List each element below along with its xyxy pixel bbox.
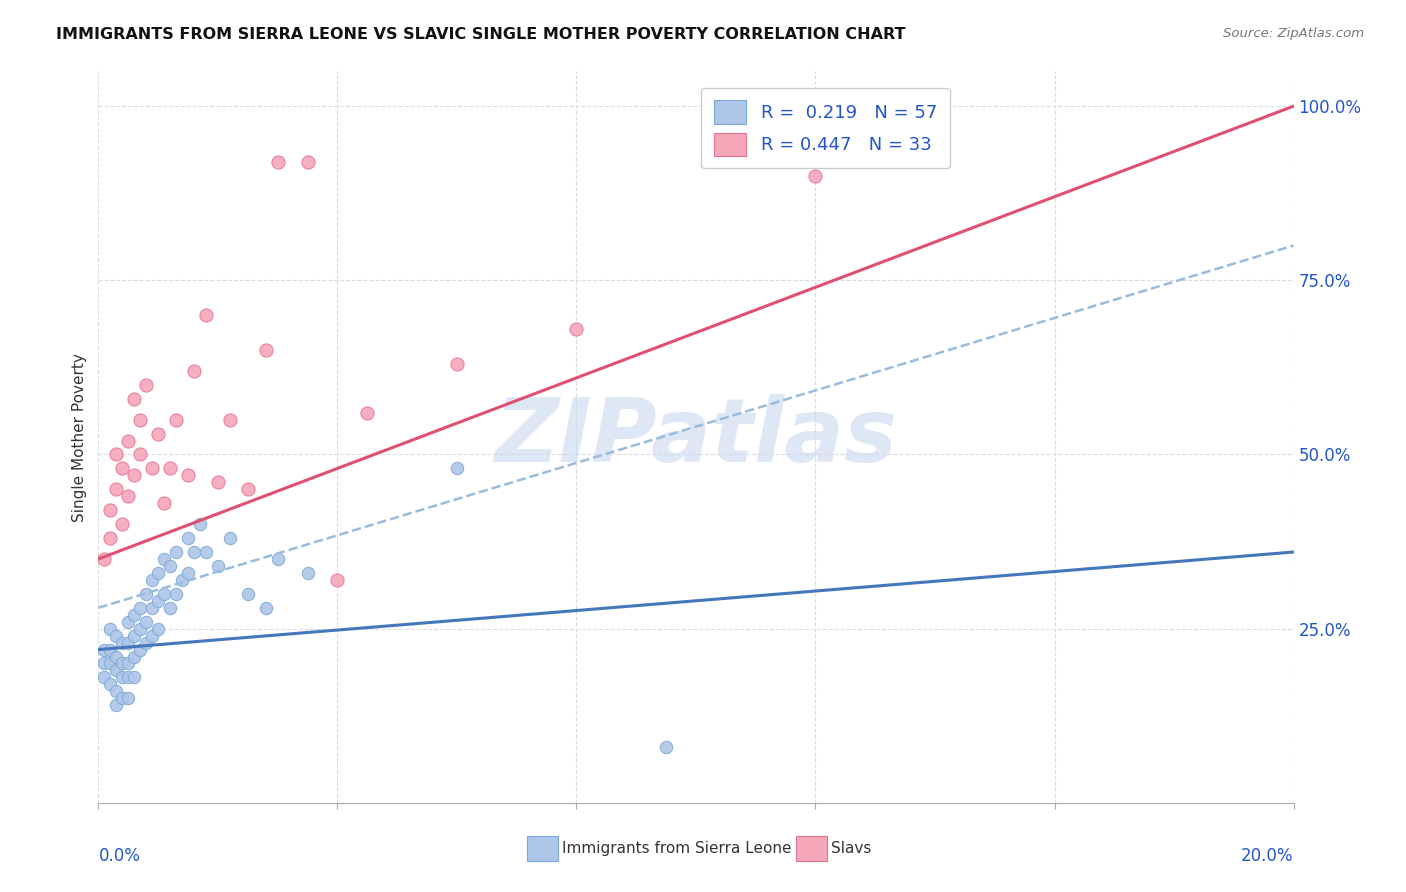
Point <box>148 426 170 441</box>
Point <box>177 566 200 580</box>
Point <box>117 615 139 629</box>
Point <box>446 461 468 475</box>
Point <box>117 691 139 706</box>
Point <box>188 517 211 532</box>
Point <box>183 545 205 559</box>
Point <box>195 545 218 559</box>
Point <box>297 566 319 580</box>
Point <box>111 670 134 684</box>
Text: Slavs: Slavs <box>831 841 872 855</box>
Point <box>326 573 349 587</box>
Point <box>153 552 176 566</box>
Point <box>98 622 122 636</box>
Point <box>804 169 827 183</box>
Point <box>165 587 187 601</box>
Text: Immigrants from Sierra Leone: Immigrants from Sierra Leone <box>562 841 792 855</box>
Point <box>129 448 152 462</box>
Point <box>141 461 163 475</box>
Point <box>98 503 122 517</box>
Point <box>135 615 157 629</box>
Point <box>111 517 134 532</box>
Point <box>105 649 128 664</box>
Point <box>236 483 259 497</box>
Point <box>159 558 181 573</box>
Point <box>129 642 152 657</box>
Point <box>655 740 678 755</box>
Point <box>135 635 157 649</box>
Point <box>105 698 128 713</box>
Point <box>195 308 218 322</box>
Point <box>117 635 139 649</box>
Point <box>183 364 205 378</box>
Point <box>159 600 181 615</box>
Point <box>117 489 139 503</box>
Point <box>153 496 176 510</box>
Text: IMMIGRANTS FROM SIERRA LEONE VS SLAVIC SINGLE MOTHER POVERTY CORRELATION CHART: IMMIGRANTS FROM SIERRA LEONE VS SLAVIC S… <box>56 27 905 42</box>
Point <box>207 558 229 573</box>
Point <box>254 343 277 357</box>
Text: 0.0%: 0.0% <box>98 847 141 864</box>
Point <box>117 670 139 684</box>
Point <box>98 677 122 691</box>
Point <box>267 155 290 169</box>
Point <box>98 531 122 545</box>
Point <box>254 600 277 615</box>
Point <box>148 594 170 608</box>
Point <box>153 587 176 601</box>
Point <box>111 461 134 475</box>
Point <box>297 155 319 169</box>
Point <box>165 545 187 559</box>
Point <box>111 691 134 706</box>
Point <box>93 657 115 671</box>
Point <box>135 377 157 392</box>
Point <box>148 622 170 636</box>
Point <box>105 483 128 497</box>
Y-axis label: Single Mother Poverty: Single Mother Poverty <box>72 352 87 522</box>
Point <box>129 412 152 426</box>
Point <box>124 468 146 483</box>
Point <box>159 461 181 475</box>
Point <box>98 657 122 671</box>
Point <box>124 607 146 622</box>
Point <box>177 468 200 483</box>
Point <box>177 531 200 545</box>
Point <box>111 635 134 649</box>
Text: ZIPatlas: ZIPatlas <box>495 393 897 481</box>
Point <box>267 552 290 566</box>
Point <box>124 629 146 643</box>
Point <box>141 600 163 615</box>
Point <box>356 406 378 420</box>
Text: 20.0%: 20.0% <box>1241 847 1294 864</box>
Point <box>124 670 146 684</box>
Point <box>565 322 588 336</box>
Point <box>124 392 146 406</box>
Point <box>236 587 259 601</box>
Point <box>93 552 115 566</box>
Point <box>172 573 194 587</box>
Legend: R =  0.219   N = 57, R = 0.447   N = 33: R = 0.219 N = 57, R = 0.447 N = 33 <box>702 87 950 169</box>
Point <box>129 600 152 615</box>
Point <box>105 448 128 462</box>
Point <box>219 412 242 426</box>
Point <box>207 475 229 490</box>
Point <box>148 566 170 580</box>
Point <box>93 642 115 657</box>
Point <box>141 573 163 587</box>
Point <box>105 629 128 643</box>
Point <box>135 587 157 601</box>
Point <box>105 684 128 698</box>
Point <box>105 664 128 678</box>
Point <box>165 412 187 426</box>
Point <box>124 649 146 664</box>
Point <box>141 629 163 643</box>
Point <box>93 670 115 684</box>
Point <box>111 657 134 671</box>
Point <box>117 657 139 671</box>
Point <box>98 642 122 657</box>
Point <box>219 531 242 545</box>
Text: Source: ZipAtlas.com: Source: ZipAtlas.com <box>1223 27 1364 40</box>
Point <box>446 357 468 371</box>
Point <box>117 434 139 448</box>
Point <box>129 622 152 636</box>
